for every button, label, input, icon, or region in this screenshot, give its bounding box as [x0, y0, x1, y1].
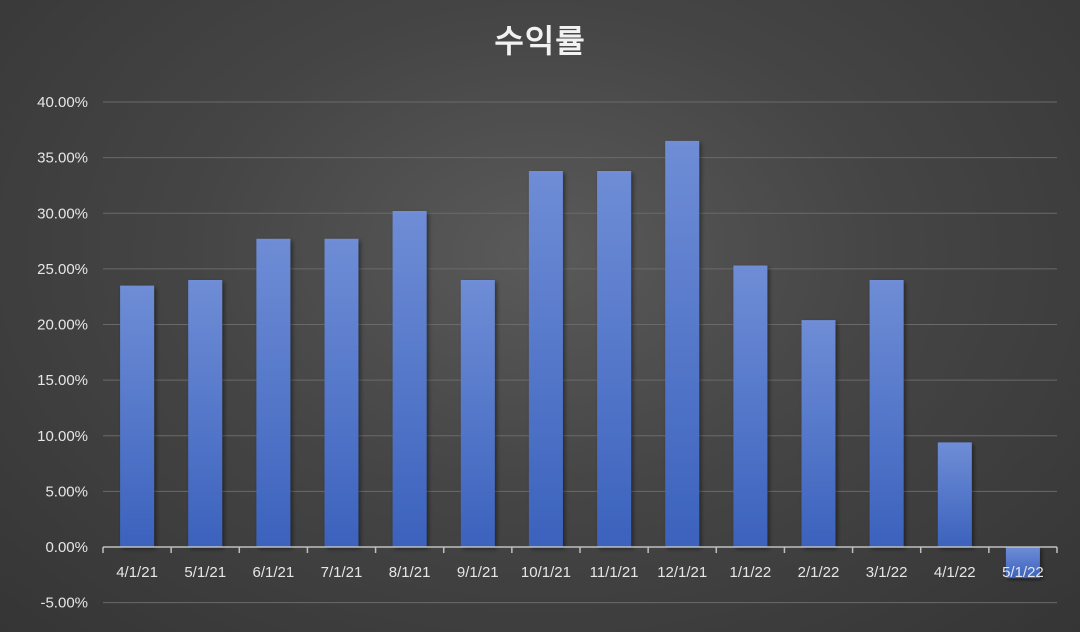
bar-10-1-21 [528, 171, 563, 547]
x-tick-label: 4/1/22 [934, 564, 976, 581]
bar-7-1-21 [324, 238, 359, 548]
y-tick-label: 40.00% [37, 94, 88, 111]
bar-2-1-22 [801, 320, 836, 547]
x-tick-label: 11/1/21 [590, 564, 639, 581]
y-tick-label: 20.00% [37, 317, 88, 334]
bars [120, 140, 1040, 579]
x-tick-label: 4/1/21 [116, 564, 158, 581]
y-tick-label: 25.00% [37, 261, 88, 278]
bar-5-1-21 [188, 280, 223, 547]
gridlines [103, 101, 1057, 604]
x-tick-label: 1/1/22 [729, 564, 771, 581]
bar-12-1-21 [665, 140, 700, 547]
bar-3-1-22 [869, 280, 904, 547]
y-tick-label: 0.00% [45, 539, 88, 556]
x-tick-label: 7/1/21 [321, 564, 363, 581]
x-tick-label: 3/1/22 [866, 564, 908, 581]
x-tick-label: 5/1/21 [184, 564, 226, 581]
chart-title: 수익률 [494, 22, 586, 60]
bar-11-1-21 [597, 171, 632, 547]
x-tick-label: 10/1/21 [521, 564, 571, 581]
x-tick-label: 9/1/21 [457, 564, 499, 581]
x-axis-labels: 4/1/21 5/1/21 6/1/21 7/1/21 8/1/21 9/1/21 10/1… [116, 564, 1044, 581]
x-tick-label: 6/1/21 [252, 564, 294, 581]
x-tick-label: 2/1/22 [798, 564, 840, 581]
y-axis-labels: -5.00% 0.00% 5.00% 10.00% 15.00% 20.00% 25.00%… [37, 94, 88, 612]
y-tick-label: 5.00% [45, 483, 88, 500]
bar-8-1-21 [392, 211, 427, 547]
x-tick-label: 8/1/21 [389, 564, 431, 581]
y-tick-label: -5.00% [40, 595, 88, 612]
y-tick-label: 35.00% [37, 150, 88, 167]
bar-4-1-22 [937, 442, 972, 547]
bar-4-1-21 [120, 285, 155, 547]
bar-1-1-22 [733, 265, 768, 547]
x-axis [102, 546, 1058, 553]
bar-9-1-21 [460, 280, 495, 547]
x-tick-label: 12/1/21 [657, 564, 707, 581]
bar-6-1-21 [256, 238, 291, 548]
y-tick-label: 30.00% [37, 205, 88, 222]
y-tick-label: 10.00% [37, 428, 88, 445]
y-tick-label: 15.00% [37, 372, 88, 389]
bar-5-1-22 [1005, 547, 1040, 579]
x-tick-label: 5/1/22 [1002, 564, 1044, 581]
